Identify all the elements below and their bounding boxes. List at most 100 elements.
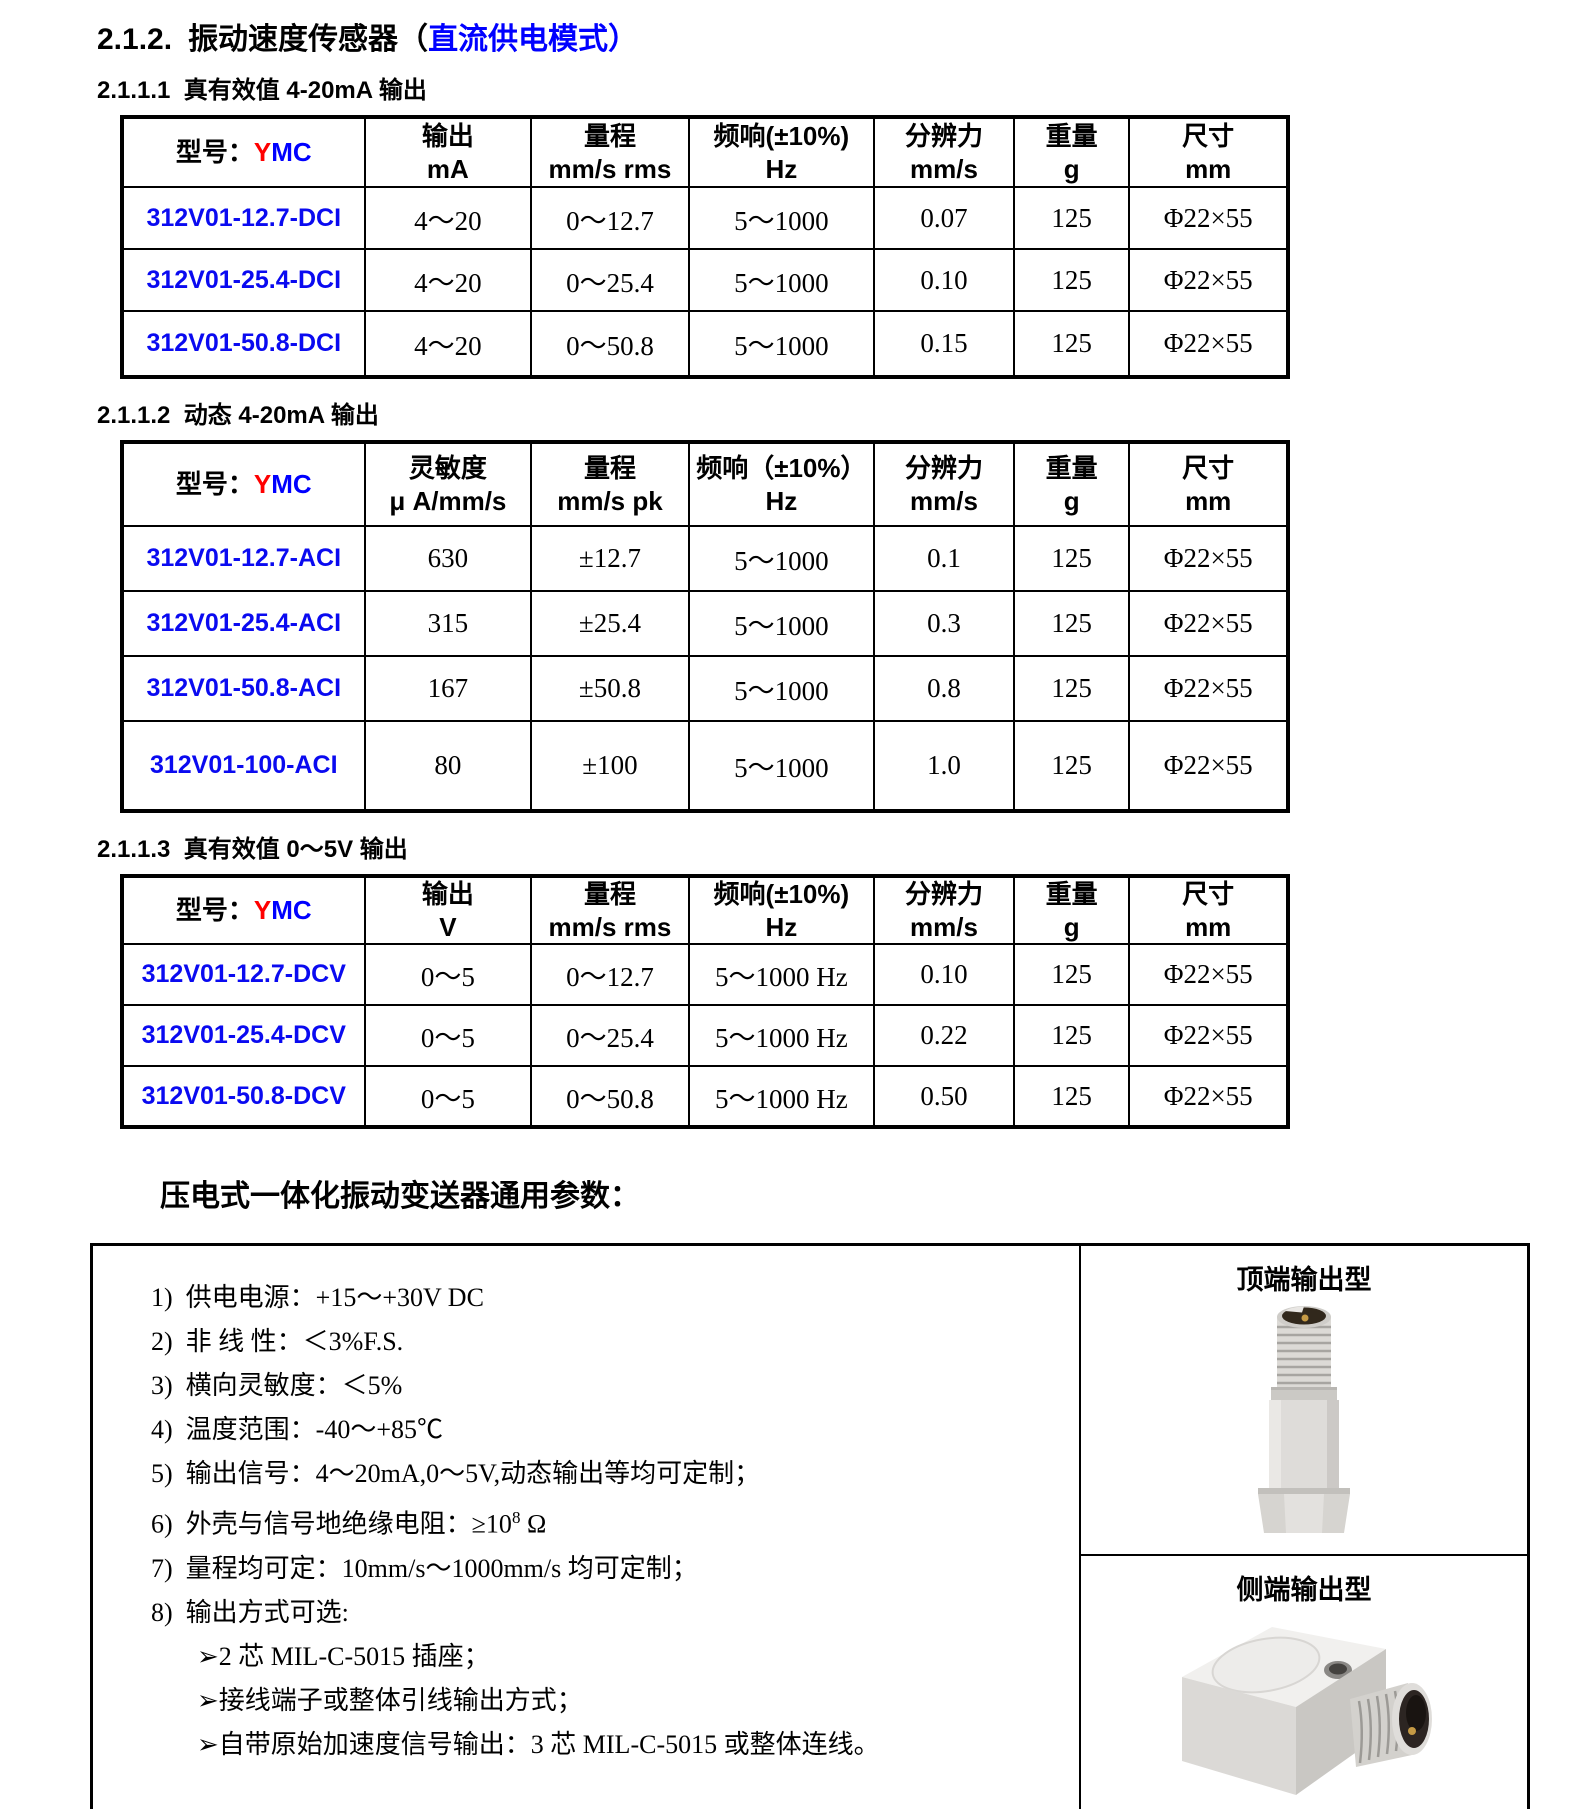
range-cell: ±100 bbox=[530, 720, 690, 812]
subsection-heading-2-1-1-3: 2.1.1.3 真有效值 0～5V 输出 bbox=[97, 836, 408, 863]
top-output-label: 顶端输出型 bbox=[1236, 1265, 1372, 1295]
subsection-heading-2-1-1-2: 2.1.1.2 动态 4-20mA 输出 bbox=[97, 402, 379, 429]
col-header-line1: 尺寸 bbox=[1182, 879, 1235, 909]
weight-cell: 125 bbox=[1012, 655, 1131, 722]
resolution-cell: 0.22 bbox=[873, 1004, 1015, 1067]
size-cell: Φ22×55 bbox=[1128, 186, 1289, 250]
col-header-frequency: 频响（±10%） Hz bbox=[687, 441, 876, 527]
range-cell: 0～50.8 bbox=[530, 1065, 690, 1128]
size-cell: Φ22×55 bbox=[1128, 943, 1289, 1006]
param-item-power: 1) 供电电源：+15～+30V DC bbox=[151, 1283, 484, 1312]
subsection-heading-2-1-1-1: 2.1.1.1 真有效值 4-20mA 输出 bbox=[97, 77, 427, 104]
frequency-cell: 5～1000 Hz bbox=[687, 1065, 876, 1128]
brand-letter-y: Y bbox=[253, 895, 272, 926]
param-item-temperature-range: 4) 温度范围：-40～+85℃ bbox=[151, 1415, 443, 1444]
col-header-resolution: 分辨力 mm/s bbox=[873, 875, 1015, 945]
model-label: 型号： bbox=[175, 895, 254, 926]
col-header-weight: 重量 g bbox=[1012, 441, 1131, 527]
side-output-label: 侧端输出型 bbox=[1236, 1575, 1372, 1605]
weight-cell: 125 bbox=[1012, 1065, 1131, 1128]
range-cell: ±50.8 bbox=[530, 655, 690, 722]
col-header-frequency: 频响(±10%) Hz bbox=[687, 875, 876, 945]
insulation-exponent: 8 bbox=[511, 1508, 521, 1527]
model-label: 型号： bbox=[175, 137, 254, 168]
col-header-line2: V bbox=[439, 911, 457, 942]
output-cell: 4～20 bbox=[363, 248, 533, 312]
col-header-line1: 频响(±10%) bbox=[713, 121, 850, 151]
size-cell: Φ22×55 bbox=[1128, 310, 1289, 378]
common-params-title: 压电式一体化振动变送器通用参数： bbox=[160, 1180, 640, 1213]
param-item-output-options: 8) 输出方式可选: bbox=[151, 1597, 349, 1627]
table-row: 312V01-12.7-DCV 0～5 0～12.7 5～1000 Hz 0.1… bbox=[121, 943, 1289, 1006]
col-header-range: 量程 mm/s rms bbox=[530, 875, 690, 945]
param-item-nonlinearity: 2) 非 线 性：＜3%F.S. bbox=[151, 1327, 404, 1356]
weight-cell: 125 bbox=[1012, 720, 1131, 812]
frequency-cell: 5～1000 bbox=[687, 248, 876, 312]
size-cell: Φ22×55 bbox=[1128, 590, 1289, 657]
output-cell: 0～5 bbox=[363, 943, 533, 1006]
heading-text: 振动速度传感器（ bbox=[188, 23, 429, 56]
model-cell: 312V01-12.7-ACI bbox=[121, 525, 366, 592]
col-header-line2: mm/s rms bbox=[548, 153, 672, 184]
col-header-line1: 分辨力 bbox=[904, 121, 983, 151]
frequency-cell: 5～1000 bbox=[687, 720, 876, 812]
table-row: 312V01-12.7-ACI 630 ±12.7 5～1000 0.1 125… bbox=[121, 525, 1289, 592]
col-header-line2: mA bbox=[426, 153, 469, 184]
size-cell: Φ22×55 bbox=[1128, 1004, 1289, 1067]
sensitivity-cell: 80 bbox=[363, 720, 533, 812]
model-cell: 312V01-25.4-ACI bbox=[121, 590, 366, 657]
weight-cell: 125 bbox=[1012, 590, 1131, 657]
weight-cell: 125 bbox=[1012, 943, 1131, 1006]
col-header-line1: 输出 bbox=[421, 879, 474, 909]
col-header-line2: g bbox=[1063, 485, 1080, 516]
col-header-output: 输出 V bbox=[363, 875, 533, 945]
col-header-range: 量程 mm/s pk bbox=[530, 441, 690, 527]
model-cell: 312V01-12.7-DCV bbox=[121, 943, 366, 1006]
table-row: 312V01-50.8-DCV 0～5 0～50.8 5～1000 Hz 0.5… bbox=[121, 1065, 1289, 1128]
frequency-cell: 5～1000 bbox=[687, 655, 876, 722]
model-label: 型号： bbox=[175, 469, 254, 500]
table-row: 312V01-25.4-ACI 315 ±25.4 5～1000 0.3 125… bbox=[121, 590, 1289, 657]
model-cell: 312V01-50.8-DCV bbox=[121, 1065, 366, 1128]
table-row: 312V01-25.4-DCV 0～5 0～25.4 5～1000 Hz 0.2… bbox=[121, 1004, 1289, 1067]
col-header-line1: 量程 bbox=[583, 121, 636, 151]
sensitivity-cell: 630 bbox=[363, 525, 533, 592]
col-header-size: 尺寸 mm bbox=[1128, 441, 1289, 527]
col-header-resolution: 分辨力 mm/s bbox=[873, 441, 1015, 527]
model-cell: 312V01-25.4-DCV bbox=[121, 1004, 366, 1067]
resolution-cell: 0.1 bbox=[873, 525, 1015, 592]
frequency-cell: 5～1000 bbox=[687, 186, 876, 250]
output-cell: 4～20 bbox=[363, 310, 533, 378]
col-header-size: 尺寸 mm bbox=[1128, 116, 1289, 188]
frequency-cell: 5～1000 bbox=[687, 310, 876, 378]
col-header-line1: 重量 bbox=[1045, 121, 1098, 151]
size-cell: Φ22×55 bbox=[1128, 248, 1289, 312]
col-header-line1: 量程 bbox=[583, 879, 636, 909]
table-row: 312V01-50.8-ACI 167 ±50.8 5～1000 0.8 125… bbox=[121, 655, 1289, 722]
output-option-raw-acceleration: ➢自带原始加速度信号输出：3 芯 MIL-C-5015 或整体连线。 bbox=[197, 1729, 880, 1759]
resolution-cell: 0.8 bbox=[873, 655, 1015, 722]
resolution-cell: 0.3 bbox=[873, 590, 1015, 657]
brand-letters-mc: MC bbox=[271, 895, 312, 926]
resolution-cell: 0.07 bbox=[873, 186, 1015, 250]
col-header-line2: mm/s bbox=[910, 911, 978, 942]
insulation-unit: Ω bbox=[520, 1509, 547, 1539]
range-cell: 0～25.4 bbox=[530, 248, 690, 312]
weight-cell: 125 bbox=[1012, 186, 1131, 250]
table-header-row: 型号：YMC 输出 V 量程 mm/s rms 频响(±10%) Hz 分辨力 mm/s… bbox=[121, 875, 1289, 945]
param-item-transverse-sensitivity: 3) 横向灵敏度：＜5% bbox=[151, 1371, 403, 1400]
sensor-image-panels: 顶端输出型 bbox=[1081, 1246, 1527, 1809]
col-header-line1: 尺寸 bbox=[1182, 453, 1235, 483]
col-header-frequency: 频响(±10%) Hz bbox=[687, 116, 876, 188]
col-header-line2: μ A/mm/s bbox=[389, 485, 507, 516]
col-header-line2: mm bbox=[1185, 911, 1232, 942]
top-output-sensor-image bbox=[1258, 1306, 1350, 1533]
frequency-cell: 5～1000 bbox=[687, 590, 876, 657]
col-header-line1: 重量 bbox=[1045, 453, 1098, 483]
range-cell: 0～12.7 bbox=[530, 943, 690, 1006]
table-header-row: 型号：YMC 输出 mA 量程 mm/s rms 频响(±10%) Hz 分辨力 mm/… bbox=[121, 116, 1289, 188]
range-cell: ±12.7 bbox=[530, 525, 690, 592]
top-output-panel: 顶端输出型 bbox=[1081, 1246, 1527, 1556]
size-cell: Φ22×55 bbox=[1128, 1065, 1289, 1128]
param-item-output-signal: 5) 输出信号：4～20mA,0～5V,动态输出等均可定制； bbox=[151, 1459, 761, 1488]
